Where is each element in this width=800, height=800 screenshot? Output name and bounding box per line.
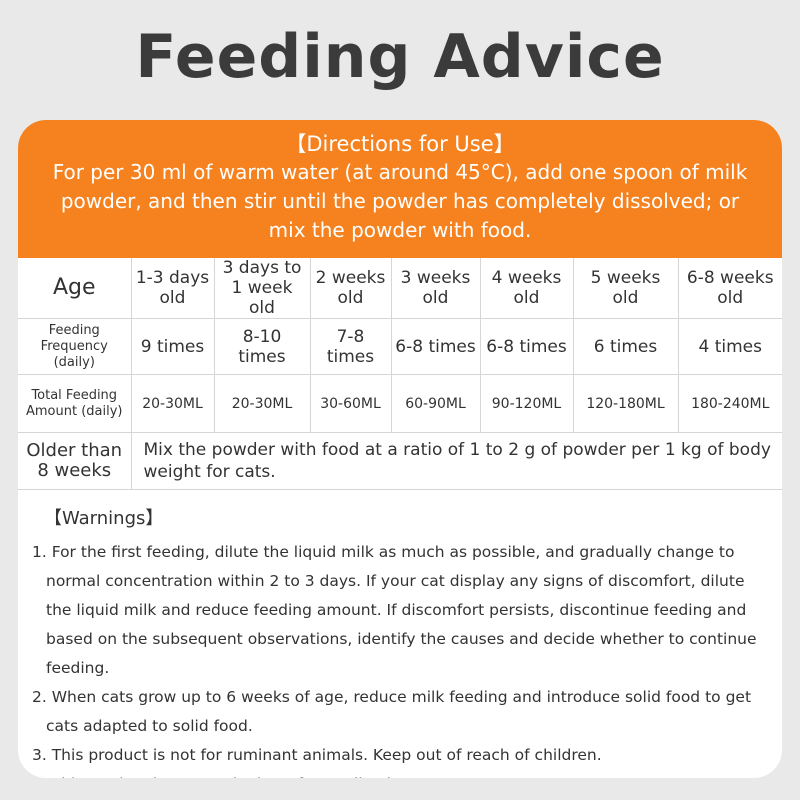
table-cell: 1-3 days old xyxy=(130,258,215,319)
table-cell: 4 times xyxy=(677,318,782,375)
table-cell: 6-8 times xyxy=(390,318,481,375)
table-cell: 3 days to 1 week old xyxy=(213,258,311,319)
table-cell: 20-30ML xyxy=(130,374,215,433)
table-cell: 6-8 times xyxy=(479,318,574,375)
warning-item: 3. This product is not for ruminant anim… xyxy=(32,746,602,764)
warning-item: 1. For the first feeding, dilute the liq… xyxy=(32,543,757,677)
table-cell: 2 weeks old xyxy=(309,258,392,319)
note-text: Mix the powder with food at a ratio of 1… xyxy=(130,432,782,490)
table-cell: 3 weeks old xyxy=(390,258,481,319)
table-cell: 7-8 times xyxy=(309,318,392,375)
directions-text: For per 30 ml of warm water (at around 4… xyxy=(52,160,748,242)
feeding-table: Age 1-3 days old 3 days to 1 week old 2 wee… xyxy=(18,258,782,490)
table-cell: 180-240ML xyxy=(677,374,782,433)
warning-item: 2. When cats grow up to 6 weeks of age, … xyxy=(32,688,752,735)
warnings: 【Warnings】 1. For the first feeding, dil… xyxy=(18,490,782,778)
table-cell: 6 times xyxy=(572,318,679,375)
warnings-heading: 【Warnings】 xyxy=(44,508,164,529)
table-cell: 8-10 times xyxy=(213,318,311,375)
table-row: Feeding Frequency (daily) 9 times 8-10 tim… xyxy=(18,318,782,375)
table-cell: 90-120ML xyxy=(479,374,574,433)
directions: 【Directions for Use】 For per 30 ml of wa… xyxy=(18,120,782,258)
table-cell: 60-90ML xyxy=(390,374,481,433)
warning-item: 4. This product is not a substitute for … xyxy=(32,770,764,778)
card: 【Directions for Use】 For per 30 ml of wa… xyxy=(18,120,782,778)
table-cell: 120-180ML xyxy=(572,374,679,433)
table-cell: 30-60ML xyxy=(309,374,392,433)
title: Feeding Advice xyxy=(135,22,665,92)
directions-heading: 【Directions for Use】 xyxy=(285,132,515,156)
row-label: Feeding Frequency (daily) xyxy=(18,318,132,375)
table-row: Age 1-3 days old 3 days to 1 week old 2 wee… xyxy=(18,258,782,319)
table-cell: 5 weeks old xyxy=(572,258,679,319)
note-row: Older than 8 weeks Mix the powder with fo… xyxy=(18,432,782,490)
table-cell: 9 times xyxy=(130,318,215,375)
note-label: Older than 8 weeks xyxy=(18,432,132,490)
row-label: Total Feeding Amount (daily) xyxy=(18,374,132,433)
table-cell: 20-30ML xyxy=(213,374,311,433)
table-row: Total Feeding Amount (daily) 20-30ML 20-30… xyxy=(18,374,782,433)
row-label: Age xyxy=(18,258,132,319)
table-cell: 4 weeks old xyxy=(479,258,574,319)
table-cell: 6-8 weeks old xyxy=(677,258,782,319)
